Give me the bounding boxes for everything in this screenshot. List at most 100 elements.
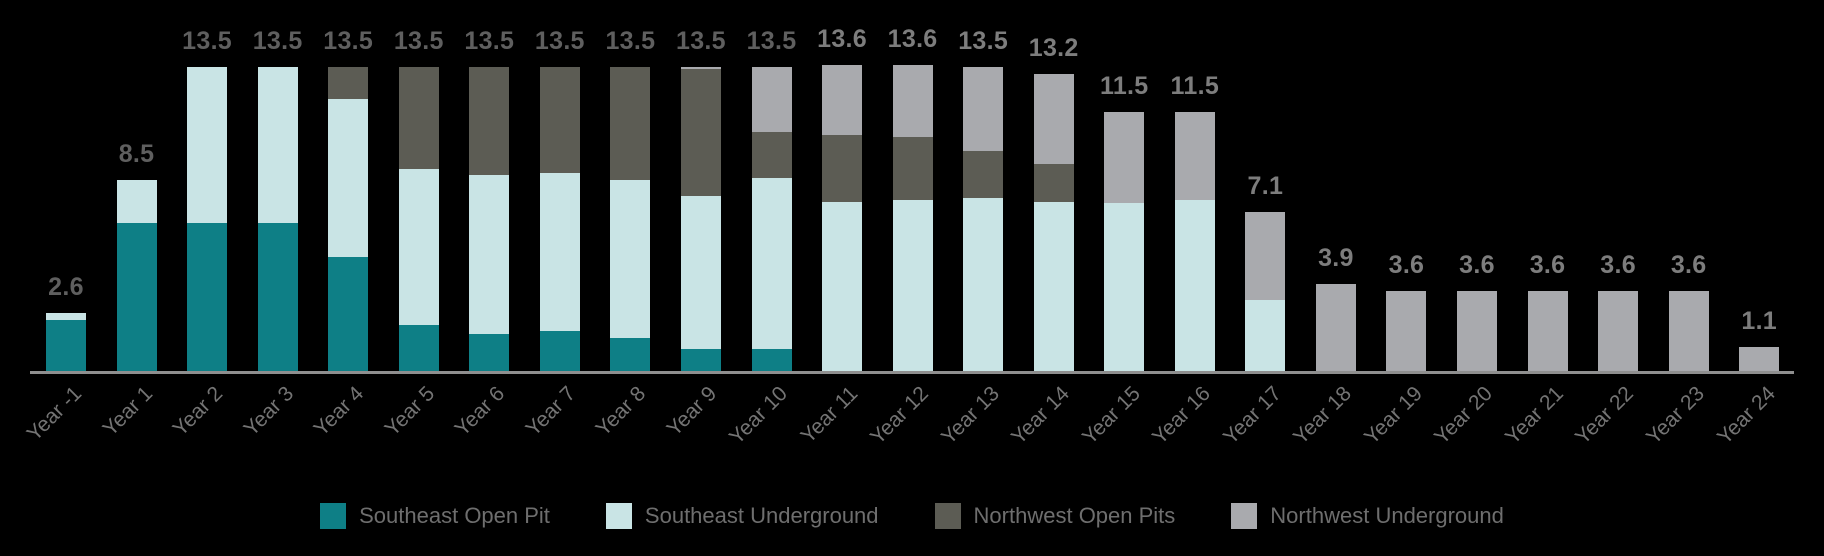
bar-segment — [963, 66, 1004, 151]
bar-segment — [539, 331, 580, 372]
bar-segment — [751, 132, 792, 178]
bar-year-10 — [751, 66, 792, 372]
legend-item-northwest-open-pits: Northwest Open Pits — [934, 503, 1175, 529]
bar-segment — [680, 69, 721, 196]
bar-total-label: 13.2 — [1028, 33, 1079, 62]
bar-segment — [963, 197, 1004, 372]
bar-segment — [1033, 73, 1074, 165]
bar-total-label: 13.5 — [464, 26, 515, 55]
bar-segment — [1174, 200, 1215, 372]
bar-segment — [46, 320, 86, 372]
x-tick-label: Year 7 — [521, 382, 581, 441]
bar-year--1 — [46, 313, 86, 372]
bar-segment — [1598, 290, 1639, 372]
legend-label-northwest-underground: Northwest Underground — [1270, 503, 1504, 528]
bar-year-1 — [116, 179, 157, 372]
bar-segment — [892, 200, 933, 372]
bar-segment — [539, 66, 580, 174]
bar-segment — [469, 333, 510, 372]
bar-segment — [751, 177, 792, 350]
x-tick-label: Year 20 — [1430, 382, 1498, 449]
legend-label-southeast-open-pit: Southeast Open Pit — [359, 503, 550, 528]
bar-segment — [469, 175, 510, 334]
bar-year-13 — [963, 66, 1004, 372]
bar-total-label: 13.5 — [252, 26, 303, 55]
x-tick-label: Year -1 — [22, 382, 87, 446]
legend-item-southeast-open-pit: Southeast Open Pit — [320, 503, 550, 529]
bar-total-label: 11.5 — [1170, 72, 1220, 101]
legend-swatch-southeast-underground — [605, 503, 632, 529]
x-tick-label: Year 15 — [1077, 382, 1145, 449]
x-tick-label: Year 21 — [1500, 382, 1568, 449]
bar-segment — [1033, 164, 1074, 203]
x-tick-label: Year 24 — [1712, 382, 1780, 449]
bar-segment — [963, 150, 1004, 198]
bar-segment — [751, 349, 792, 372]
bar-total-label: 11.5 — [1100, 72, 1149, 101]
bar-total-label: 13.6 — [817, 24, 867, 53]
bar-total-label: 13.5 — [534, 26, 585, 55]
x-tick-label: Year 3 — [239, 382, 298, 441]
bar-total-label: 13.5 — [676, 26, 726, 55]
bar-segment — [539, 173, 580, 332]
bar-segment — [680, 195, 721, 350]
bar-year-11 — [822, 64, 863, 372]
bar-total-label: 3.6 — [1600, 250, 1636, 279]
bar-segment — [751, 66, 792, 133]
x-tick-label: Year 10 — [724, 382, 792, 449]
bar-segment — [1104, 202, 1145, 372]
bar-total-label: 3.6 — [1388, 250, 1425, 279]
bar-total-label: 7.1 — [1247, 171, 1284, 200]
bar-segment — [398, 324, 439, 372]
legend: Southeast Open Pit Southeast Underground… — [0, 503, 1824, 529]
x-tick-label: Year 22 — [1571, 382, 1639, 449]
bar-segment — [892, 64, 933, 137]
bar-total-label: 2.6 — [48, 273, 84, 302]
bar-segment — [328, 98, 369, 257]
bar-year-8 — [610, 66, 651, 372]
bar-year-23 — [1668, 290, 1709, 372]
x-tick-label: Year 18 — [1289, 382, 1357, 449]
bar-segment — [1245, 211, 1286, 300]
bar-year-19 — [1386, 290, 1427, 372]
bar-segment — [822, 134, 863, 203]
bar-total-label: 3.6 — [1459, 250, 1495, 279]
bar-total-label: 13.5 — [393, 26, 444, 55]
bar-segment — [1174, 112, 1215, 201]
x-tick-label: Year 13 — [936, 382, 1004, 449]
bar-year-2 — [187, 66, 228, 372]
x-tick-label: Year 19 — [1359, 382, 1427, 449]
bar-segment — [187, 222, 228, 372]
bar-segment — [610, 66, 651, 180]
bar-segment — [680, 349, 721, 372]
legend-swatch-southeast-open-pit — [320, 503, 347, 529]
bar-year-6 — [469, 66, 510, 372]
bar-segment — [892, 136, 933, 201]
bar-total-label: 3.9 — [1318, 243, 1354, 272]
bar-segment — [1527, 290, 1568, 372]
bar-year-24 — [1739, 347, 1780, 372]
bar-segment — [610, 338, 651, 372]
bar-segment — [1457, 290, 1497, 372]
bar-year-22 — [1598, 290, 1639, 372]
x-tick-label: Year 2 — [168, 382, 228, 441]
bar-segment — [1668, 290, 1709, 372]
bar-year-5 — [398, 66, 439, 372]
bar-segment — [398, 168, 439, 325]
x-tick-label: Year 9 — [662, 382, 722, 441]
bar-segment — [1386, 290, 1427, 372]
bar-year-20 — [1457, 290, 1497, 372]
x-tick-label: Year 8 — [591, 382, 651, 441]
bar-total-label: 13.5 — [323, 26, 374, 55]
bar-segment — [187, 66, 228, 223]
x-tick-label: Year 11 — [796, 382, 863, 448]
bar-year-7 — [539, 66, 580, 372]
bar-segment — [1315, 283, 1356, 372]
bar-total-label: 13.6 — [887, 24, 938, 53]
bar-segment — [1033, 202, 1074, 372]
bar-total-label: 1.1 — [1741, 307, 1778, 336]
bar-year-17 — [1245, 211, 1286, 372]
bar-total-label: 13.5 — [746, 26, 797, 55]
bar-segment — [116, 179, 157, 223]
bar-year-12 — [892, 64, 933, 372]
